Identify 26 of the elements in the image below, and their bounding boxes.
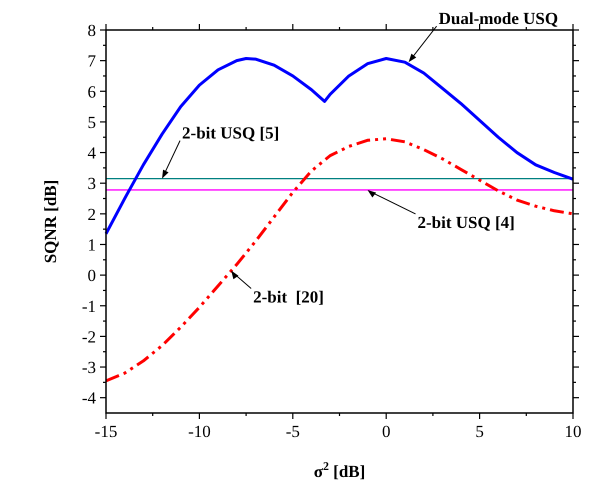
x-tick-label: 0	[382, 422, 390, 441]
y-tick-label: 7	[88, 52, 96, 71]
annotation: Dual-mode USQ	[438, 9, 558, 28]
y-tick-label: -1	[82, 296, 96, 316]
x-tick-label: -15	[94, 422, 118, 441]
y-tick-label: 2	[88, 204, 96, 224]
x-tick-label: -5	[286, 422, 300, 441]
y-tick-label: 1	[88, 235, 96, 254]
y-axis-title: SQNR [dB]	[41, 180, 60, 264]
y-tick-label: 4	[88, 144, 96, 163]
y-tick-label: 3	[88, 174, 96, 194]
annotation: 2-bit USQ [5]	[182, 124, 280, 143]
annotation: 2-bit USQ [4]	[418, 212, 515, 232]
y-tick-label: 8	[88, 21, 96, 40]
y-tick-label: 0	[88, 266, 96, 286]
line-series	[104, 56, 574, 236]
y-tick-label: -2	[82, 327, 96, 346]
x-tick-label: -10	[188, 422, 211, 441]
y-tick-label: -3	[82, 358, 96, 378]
annotation: 2-bit [20]	[253, 288, 324, 307]
y-tick-label: -4	[82, 388, 96, 408]
x-tick-label: 10	[564, 422, 582, 441]
x-axis-title: σ$^{2}$ [dB]	[314, 459, 366, 481]
y-tick-label: 6	[88, 82, 96, 102]
y-tick-label: 5	[88, 112, 96, 132]
x-tick-label: 5	[475, 422, 484, 441]
